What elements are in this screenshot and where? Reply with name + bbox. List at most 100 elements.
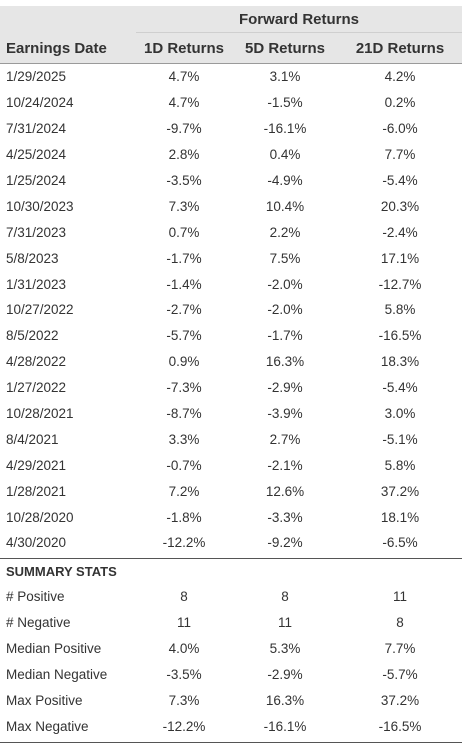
summary-row: Median Positive 4.0% 5.3% 7.7% (0, 636, 462, 662)
5d-return-cell: -2.0% (267, 302, 303, 318)
stat-value: -16.1% (263, 719, 307, 735)
stat-value: -5.7% (382, 667, 418, 683)
21d-return-cell: -16.5% (378, 328, 422, 344)
date-cell: 8/5/2022 (6, 328, 59, 344)
21d-return-cell: -5.4% (382, 380, 418, 396)
stat-value: 11 (392, 589, 407, 605)
table-row: 10/30/2023 7.3% 10.4% 20.3% (0, 193, 462, 219)
5d-return-cell: -3.9% (267, 406, 303, 422)
21d-return-cell: 5.8% (384, 457, 416, 473)
21d-return-cell: 0.2% (384, 95, 416, 111)
date-cell: 10/27/2022 (6, 302, 74, 318)
date-cell: 10/28/2020 (6, 509, 74, 525)
summary-row: Median Negative -3.5% -2.9% -5.7% (0, 662, 462, 688)
5d-return-cell: -2.1% (267, 457, 303, 473)
1d-return-cell: 4.7% (168, 69, 200, 85)
5d-return-cell: 12.6% (265, 483, 305, 499)
21d-return-cell: -5.1% (382, 431, 418, 447)
stat-value: -3.5% (166, 667, 202, 683)
5d-return-cell: -1.7% (267, 328, 303, 344)
table-row: 10/28/2021 -8.7% -3.9% 3.0% (0, 401, 462, 427)
5d-return-cell: -9.2% (267, 535, 303, 551)
summary-separator (0, 557, 462, 559)
1d-return-cell: 0.9% (168, 354, 200, 370)
1d-return-cell: 4.7% (168, 95, 200, 111)
col-header-1d-returns: 1D Returns (143, 39, 225, 57)
date-cell: 4/30/2020 (6, 535, 67, 551)
stat-value: -16.5% (378, 719, 422, 735)
table-row: 4/28/2022 0.9% 16.3% 18.3% (0, 349, 462, 375)
date-cell: 7/31/2024 (6, 121, 67, 137)
1d-return-cell: 3.3% (168, 431, 200, 447)
21d-return-cell: -5.4% (382, 173, 418, 188)
table-row: 1/27/2022 -7.3% -2.9% -5.4% (0, 375, 462, 401)
stat-value: -12.2% (162, 719, 206, 735)
1d-return-cell: -8.7% (166, 406, 202, 422)
21d-return-cell: 4.2% (384, 69, 416, 85)
stat-label: Max Positive (6, 693, 83, 709)
5d-return-cell: -4.9% (267, 173, 303, 188)
summary-row: Max Positive 7.3% 16.3% 37.2% (0, 688, 462, 714)
21d-return-cell: 20.3% (380, 198, 420, 214)
stat-value: 11 (176, 615, 191, 631)
stat-label: Median Negative (6, 667, 108, 683)
date-cell: 1/25/2024 (6, 173, 67, 188)
5d-return-cell: -2.0% (267, 276, 303, 292)
1d-return-cell: -2.7% (166, 302, 202, 318)
date-cell: 1/27/2022 (6, 380, 67, 396)
date-cell: 10/30/2023 (6, 198, 74, 214)
summary-row: # Positive 8 8 11 (0, 584, 462, 610)
stat-value: 16.3% (265, 693, 305, 709)
5d-return-cell: 7.5% (269, 250, 301, 266)
stat-label: # Positive (6, 589, 65, 605)
5d-return-cell: 2.7% (269, 431, 301, 447)
5d-return-cell: 16.3% (265, 354, 305, 370)
stat-value: 8 (180, 589, 188, 605)
table-row: 7/31/2023 0.7% 2.2% -2.4% (0, 219, 462, 245)
table-row: 10/28/2020 -1.8% -3.3% 18.1% (0, 504, 462, 530)
data-rows: 1/29/2025 4.7% 3.1% 4.2% 10/24/2024 4.7% -1.5%… (0, 64, 462, 556)
stat-value: -2.9% (267, 667, 303, 683)
5d-return-cell: 10.4% (265, 198, 305, 214)
stat-value: 37.2% (380, 693, 420, 709)
1d-return-cell: -0.7% (166, 457, 202, 473)
5d-return-cell: 3.1% (269, 69, 301, 85)
21d-return-cell: 18.1% (380, 509, 420, 525)
21d-return-cell: 7.7% (384, 147, 416, 163)
table-row: 10/27/2022 -2.7% -2.0% 5.8% (0, 297, 462, 323)
stat-value: 4.0% (168, 641, 200, 657)
21d-return-cell: 17.1% (380, 250, 420, 266)
stat-label: # Negative (6, 615, 71, 631)
1d-return-cell: -5.7% (166, 328, 202, 344)
21d-return-cell: 18.3% (380, 354, 420, 370)
stat-value: 8 (396, 615, 404, 631)
5d-return-cell: -16.1% (263, 121, 307, 137)
group-header-spacer (0, 6, 136, 33)
5d-return-cell: -2.9% (267, 380, 303, 396)
date-cell: 1/31/2023 (6, 276, 67, 292)
21d-return-cell: 3.0% (384, 406, 416, 422)
1d-return-cell: 7.3% (168, 198, 200, 214)
stat-value: 5.3% (269, 641, 301, 657)
date-cell: 5/8/2023 (6, 250, 59, 266)
21d-return-cell: -12.7% (378, 276, 422, 292)
table-row: 4/29/2021 -0.7% -2.1% 5.8% (0, 452, 462, 478)
1d-return-cell: 7.2% (168, 483, 200, 499)
table-row: 1/25/2024 -3.5% -4.9% -5.4% (0, 168, 462, 194)
1d-return-cell: -9.7% (166, 121, 202, 137)
table-row: 7/31/2024 -9.7% -16.1% -6.0% (0, 116, 462, 142)
date-cell: 4/28/2022 (6, 354, 67, 370)
date-cell: 10/28/2021 (6, 406, 74, 422)
21d-return-cell: 5.8% (384, 302, 416, 318)
5d-return-cell: -1.5% (267, 95, 303, 111)
1d-return-cell: -1.7% (166, 250, 202, 266)
5d-return-cell: -3.3% (267, 509, 303, 525)
1d-return-cell: -3.5% (166, 173, 202, 188)
1d-return-cell: -1.4% (166, 276, 202, 292)
5d-return-cell: 2.2% (269, 224, 301, 240)
21d-return-cell: -6.0% (382, 121, 418, 137)
date-cell: 10/24/2024 (6, 95, 74, 111)
date-cell: 7/31/2023 (6, 224, 67, 240)
1d-return-cell: 2.8% (168, 147, 200, 163)
date-cell: 1/29/2025 (6, 69, 67, 85)
